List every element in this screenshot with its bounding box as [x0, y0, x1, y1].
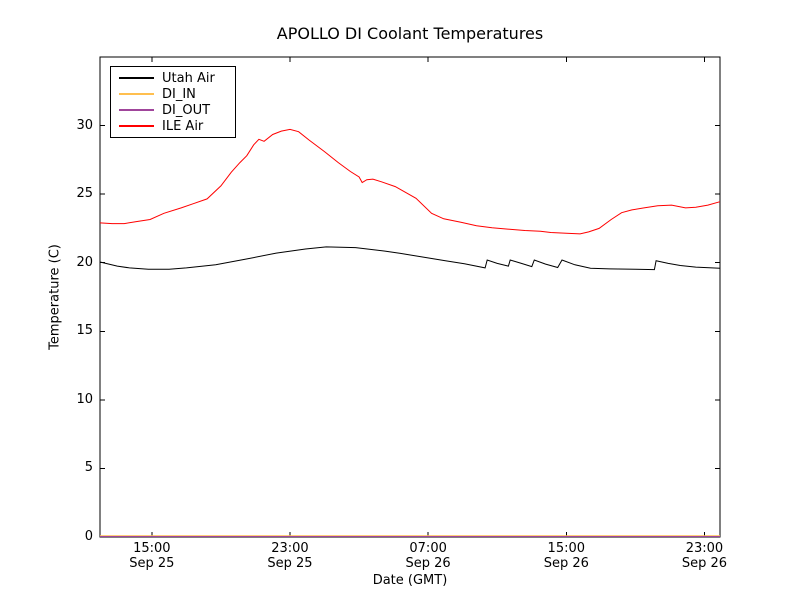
legend: Utah Air DI_IN DI_OUT ILE Air	[110, 66, 236, 138]
x-tick-time: 23:00	[685, 541, 724, 556]
legend-label: DI_OUT	[162, 102, 211, 118]
x-tick-label: 23:00 Sep 25	[245, 541, 335, 571]
series-line-utah-air	[99, 246, 721, 271]
legend-item-di-out: DI_OUT	[111, 103, 235, 118]
x-axis-label: Date (GMT)	[372, 573, 448, 588]
chart-title: APOLLO DI Coolant Temperatures	[276, 24, 544, 43]
x-tick-date: Sep 25	[267, 556, 313, 571]
series-lines	[99, 128, 721, 537]
series-line-ile-air	[99, 128, 721, 235]
legend-item-utah-air: Utah Air	[111, 71, 235, 86]
legend-label: ILE Air	[162, 118, 204, 134]
legend-line-swatch	[119, 125, 154, 127]
y-tick-label: 25	[76, 186, 93, 202]
legend-label: DI_IN	[162, 86, 196, 102]
x-tick-date: Sep 25	[129, 556, 175, 571]
legend-item-ile-air: ILE Air	[111, 119, 235, 134]
x-tick-date: Sep 26	[543, 556, 589, 571]
x-tick-label: 15:00 Sep 25	[107, 541, 197, 571]
y-tick-label: 5	[84, 460, 93, 476]
y-tick-label: 30	[76, 117, 93, 133]
x-tick-date: Sep 26	[405, 556, 451, 571]
y-tick-label: 15	[76, 323, 93, 339]
x-tick-time: 15:00	[133, 541, 171, 556]
legend-line-swatch	[119, 93, 154, 95]
x-tick-time: 07:00	[409, 541, 447, 556]
y-tick-label: 10	[76, 391, 93, 407]
x-tick-label: 07:00 Sep 26	[383, 541, 473, 571]
legend-line-swatch	[119, 77, 154, 79]
x-tick-date: Sep 26	[681, 556, 728, 571]
y-tick-label: 20	[76, 254, 93, 270]
legend-label: Utah Air	[162, 70, 215, 86]
y-tick-label: 0	[84, 529, 93, 544]
x-tick-time: 23:00	[271, 541, 309, 556]
legend-item-di-in: DI_IN	[111, 87, 235, 102]
x-tick-label: 23:00 Sep 26	[659, 541, 749, 571]
x-tick-time: 15:00	[547, 541, 586, 556]
x-tick-label: 15:00 Sep 26	[521, 541, 611, 571]
legend-line-swatch	[119, 109, 154, 111]
